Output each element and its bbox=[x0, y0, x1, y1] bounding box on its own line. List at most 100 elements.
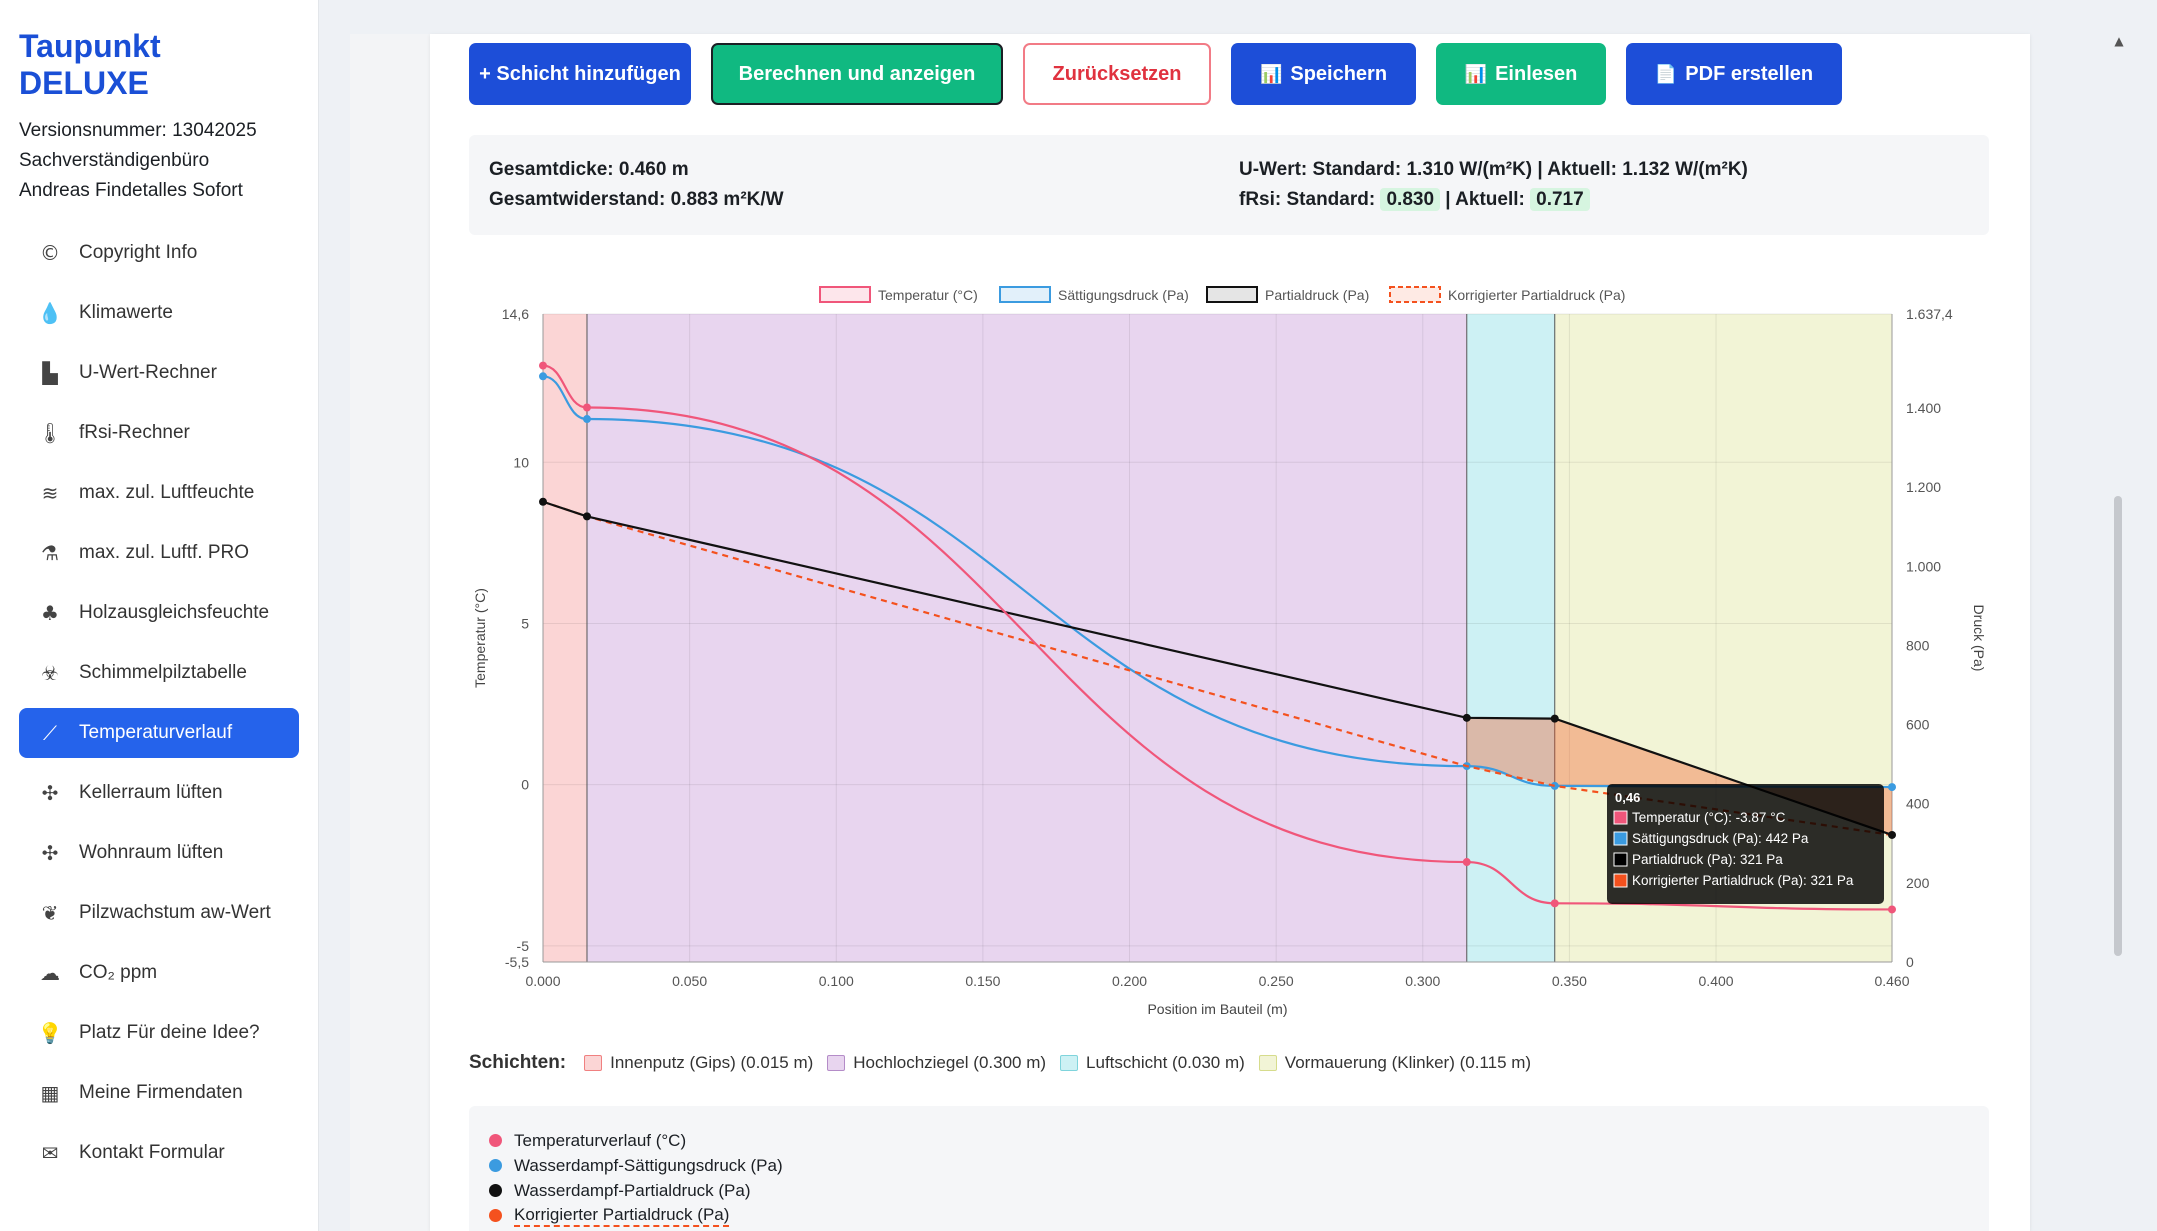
legend-dot bbox=[489, 1209, 502, 1222]
scrollbar[interactable]: ▲ bbox=[2110, 34, 2128, 1231]
u-value: U-Wert: Standard: 1.310 W/(m²K) | Aktuel… bbox=[1239, 159, 1748, 180]
sidebar-item-platz-für-deine-idee[interactable]: 💡 Platz Für deine Idee? bbox=[19, 1008, 299, 1058]
toolbar: + Schicht hinzufügen Berechnen und anzei… bbox=[469, 43, 1842, 105]
spreadsheet-icon: 📊 bbox=[1259, 63, 1283, 85]
series-line bbox=[542, 364, 1893, 911]
data-point bbox=[582, 512, 591, 521]
x-tick-label: 0.050 bbox=[672, 973, 707, 989]
data-point bbox=[1462, 858, 1471, 867]
sidebar-item-kontakt-formular[interactable]: ✉ Kontakt Formular bbox=[19, 1128, 299, 1178]
sidebar-item-co-ppm[interactable]: ☁ CO₂ ppm bbox=[19, 948, 299, 998]
legend-label: Wasserdampf-Sättigungsdruck (Pa) bbox=[514, 1155, 783, 1175]
data-point bbox=[539, 361, 547, 370]
menu-icon: ✣ bbox=[41, 841, 59, 865]
sidebar-item-u-wert-rechner[interactable]: ▙ U-Wert-Rechner bbox=[19, 348, 299, 398]
sidebar-item-copyright-info[interactable]: © Copyright Info bbox=[19, 228, 299, 278]
tooltip-title: 0,46 bbox=[1615, 790, 1640, 805]
layer-legend-item: Luftschicht (0.030 m) bbox=[1060, 1053, 1245, 1073]
y-axis-left-label: Temperatur (°C) bbox=[472, 588, 488, 688]
reset-button[interactable]: Zurücksetzen bbox=[1023, 43, 1211, 105]
menu-icon: ▙ bbox=[42, 361, 58, 385]
menu-icon: ⚗ bbox=[41, 541, 59, 565]
tooltip-line: Temperatur (°C): -3.87 °C bbox=[1632, 810, 1786, 825]
sidebar-item-kellerraum-lüften[interactable]: ✣ Kellerraum lüften bbox=[19, 768, 299, 818]
sidebar-item-label: max. zul. Luftfeuchte bbox=[79, 482, 255, 503]
frsi-standard-label: fRsi: Standard: bbox=[1239, 189, 1376, 210]
sidebar-item-max-zul-luftf-pro[interactable]: ⚗ max. zul. Luftf. PRO bbox=[19, 528, 299, 578]
temperature-chart[interactable]: 0.000 0.050 0.100 0.150 0.200 0.250 0.300 0.350… bbox=[455, 280, 2015, 1040]
scroll-up-icon[interactable]: ▲ bbox=[2114, 34, 2124, 48]
menu-icon: ✣ bbox=[41, 781, 59, 805]
legend-panel: Temperaturverlauf (°C) Wasserdampf-Sättig… bbox=[469, 1106, 1989, 1231]
sidebar-item-klimawerte[interactable]: 💧 Klimawerte bbox=[19, 288, 299, 338]
series-line bbox=[542, 500, 1893, 837]
layer-legend-label: Hochlochziegel (0.300 m) bbox=[853, 1053, 1047, 1072]
sidebar-item-pilzwachstum-aw-wert[interactable]: ❦ Pilzwachstum aw-Wert bbox=[19, 888, 299, 938]
sidebar-item-schimmelpilztabelle[interactable]: ☣ Schimmelpilztabelle bbox=[19, 648, 299, 698]
tooltip-swatch bbox=[1613, 831, 1628, 846]
layer-legend-label: Luftschicht (0.030 m) bbox=[1086, 1053, 1245, 1072]
sidebar-item-label: Kellerraum lüften bbox=[79, 782, 223, 803]
layer-band bbox=[1466, 314, 1555, 962]
scroll-thumb[interactable] bbox=[2114, 496, 2122, 956]
frsi-current-label: | Aktuell: bbox=[1445, 189, 1525, 210]
tooltip-line: Sättigungsdruck (Pa): 442 Pa bbox=[1632, 831, 1809, 846]
data-point bbox=[539, 372, 547, 381]
legend-swatch bbox=[999, 286, 1051, 303]
condensation-area bbox=[1466, 717, 1892, 835]
chart-legend-item: Partialdruck (Pa) bbox=[1206, 286, 1369, 303]
x-axis-label: Position im Bauteil (m) bbox=[1147, 1001, 1287, 1017]
pdf-button[interactable]: 📄 PDF erstellen bbox=[1626, 43, 1842, 105]
sidebar-item-temperaturverlauf[interactable]: ⟋ Temperaturverlauf bbox=[19, 708, 299, 758]
version-number: Versionsnummer: 13042025 bbox=[19, 120, 257, 141]
sidebar-item-wohnraum-lüften[interactable]: ✣ Wohnraum lüften bbox=[19, 828, 299, 878]
frsi-values: fRsi: Standard: 0.830 | Aktuell: 0.717 bbox=[1239, 188, 1590, 211]
sidebar-item-holzausgleichsfeuchte[interactable]: ♣ Holzausgleichsfeuchte bbox=[19, 588, 299, 638]
y-right-tick-label: 1.637,4 bbox=[1906, 306, 1953, 322]
app-title: Taupunkt DELUXE bbox=[19, 28, 161, 101]
menu-icon: ⟋ bbox=[43, 721, 57, 745]
chart-tooltip: 0,46 Temperatur (°C): -3.87 °C Sättigungsd… bbox=[1607, 784, 1884, 904]
legend-dot bbox=[489, 1184, 502, 1197]
chart-legend-label: Korrigierter Partialdruck (Pa) bbox=[1448, 287, 1625, 303]
menu-icon: ❦ bbox=[41, 901, 59, 925]
y-right-tick-label: 0 bbox=[1906, 954, 1914, 970]
legend-dot bbox=[489, 1159, 502, 1172]
document-icon: 📄 bbox=[1654, 63, 1678, 85]
add-layer-button[interactable]: + Schicht hinzufügen bbox=[469, 43, 691, 105]
data-point bbox=[1888, 783, 1896, 792]
y-right-tick-label: 1.000 bbox=[1906, 558, 1941, 574]
sidebar: Taupunkt DELUXE Versionsnummer: 13042025… bbox=[0, 0, 319, 1231]
menu-icon: 🌡 bbox=[37, 421, 63, 445]
data-point bbox=[1888, 830, 1896, 839]
sidebar-item-label: Schimmelpilztabelle bbox=[79, 662, 247, 683]
menu-icon: ▦ bbox=[40, 1081, 60, 1105]
y-axis-right-label: Druck (Pa) bbox=[1971, 605, 1987, 672]
data-point bbox=[1550, 899, 1559, 908]
save-button[interactable]: 📊 Speichern bbox=[1231, 43, 1416, 105]
pdf-button-label: PDF erstellen bbox=[1685, 62, 1814, 85]
save-button-label: Speichern bbox=[1290, 62, 1388, 85]
tooltip-box bbox=[1607, 784, 1884, 904]
y-right-tick-label: 800 bbox=[1906, 637, 1930, 653]
tooltip-line: Korrigierter Partialdruck (Pa): 321 Pa bbox=[1632, 873, 1854, 888]
sidebar-item-meine-firmendaten[interactable]: ▦ Meine Firmendaten bbox=[19, 1068, 299, 1118]
layer-swatch bbox=[1060, 1055, 1079, 1071]
y-right-tick-label: 400 bbox=[1906, 796, 1930, 812]
legend-dot bbox=[489, 1134, 502, 1147]
menu-icon: © bbox=[40, 241, 60, 265]
legend-row: Wasserdampf-Partialdruck (Pa) bbox=[489, 1178, 1989, 1203]
data-point bbox=[1550, 781, 1559, 790]
calculate-button[interactable]: Berechnen und anzeigen bbox=[711, 43, 1003, 105]
x-tick-label: 0.150 bbox=[965, 973, 1000, 989]
legend-label: Korrigierter Partialdruck (Pa) bbox=[514, 1205, 730, 1227]
chart-legend-item: Sättigungsdruck (Pa) bbox=[999, 286, 1189, 303]
sidebar-item-max-zul-luftfeuchte[interactable]: ≋ max. zul. Luftfeuchte bbox=[19, 468, 299, 518]
x-tick-label: 0.200 bbox=[1112, 973, 1147, 989]
load-button-label: Einlesen bbox=[1495, 62, 1578, 85]
sidebar-item-frsi-rechner[interactable]: 🌡 fRsi-Rechner bbox=[19, 408, 299, 458]
menu-icon: ♣ bbox=[41, 601, 59, 625]
tooltip-swatch bbox=[1613, 852, 1628, 867]
load-button[interactable]: 📊 Einlesen bbox=[1436, 43, 1606, 105]
chart-legend-item: Temperatur (°C) bbox=[819, 286, 978, 303]
